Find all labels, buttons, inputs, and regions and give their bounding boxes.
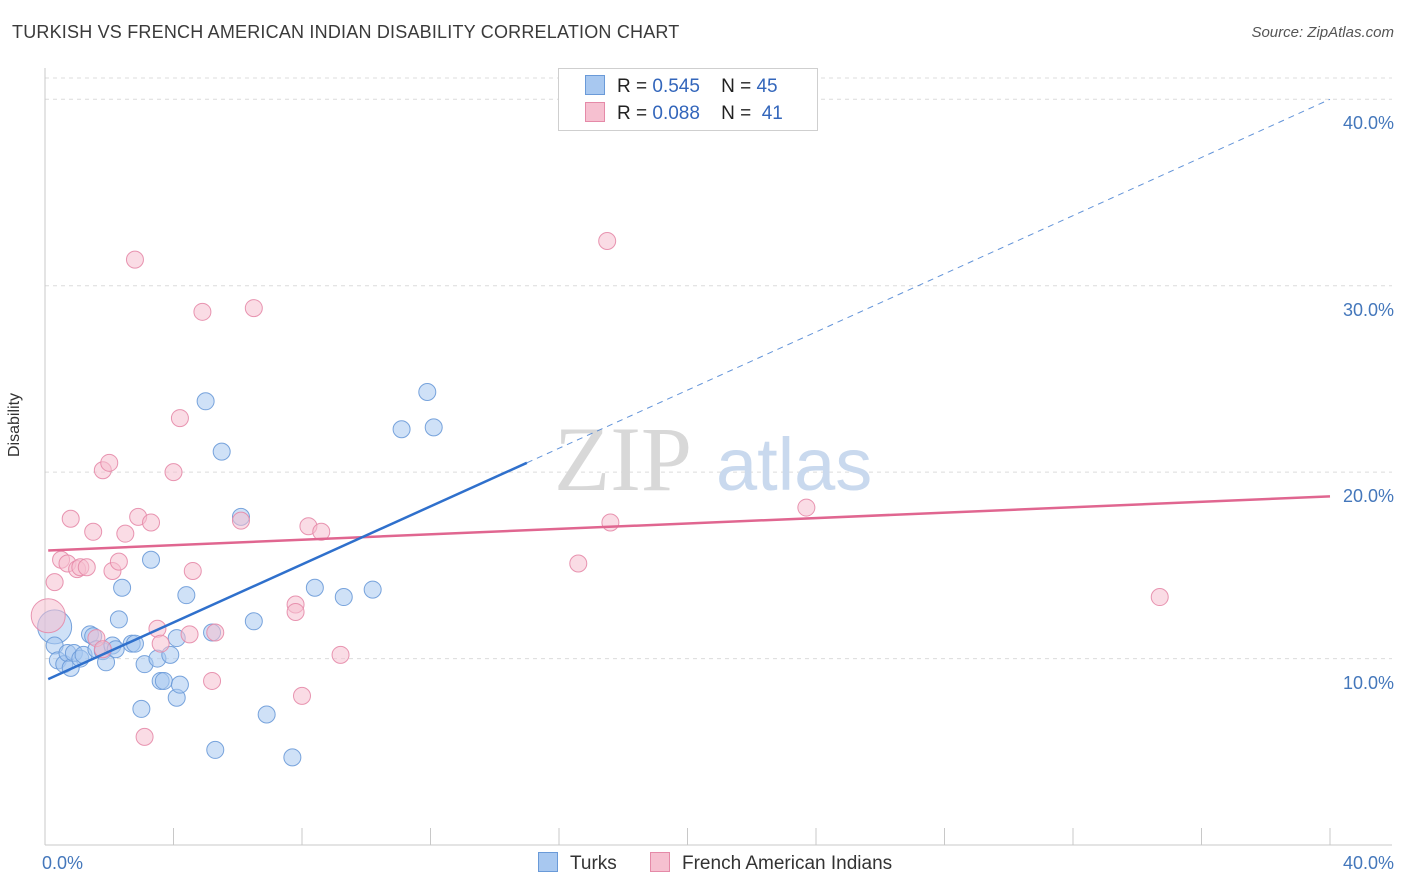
n-value-french: 41	[761, 103, 783, 124]
french-point	[45, 573, 64, 592]
french-point	[206, 623, 225, 642]
french-point	[125, 250, 144, 269]
y-tick-label: 20.0%	[1342, 486, 1394, 507]
turks-point	[283, 748, 302, 767]
turks-point	[196, 392, 215, 411]
turks-point	[424, 418, 443, 437]
turks-point	[142, 550, 161, 569]
watermark-atlas: atlas	[716, 423, 872, 506]
n-label: N =	[721, 76, 752, 97]
french-point	[331, 645, 350, 664]
french-point	[1150, 588, 1169, 607]
french-point	[180, 625, 199, 644]
french-point	[193, 302, 212, 321]
x-tick-label-max: 40.0%	[1342, 853, 1394, 873]
french-point	[164, 463, 183, 482]
chart-title: TURKISH VS FRENCH AMERICAN INDIAN DISABI…	[12, 22, 680, 42]
n-label: N =	[721, 103, 752, 124]
turks-point	[109, 610, 128, 629]
french-point	[109, 552, 128, 571]
turks-trend-extension	[526, 98, 1331, 464]
french-point	[116, 524, 135, 543]
french-point	[183, 561, 202, 580]
french-point	[84, 522, 103, 541]
french-point	[203, 671, 222, 690]
turks-point	[212, 442, 231, 461]
legend-item-turks: Turks	[538, 852, 617, 875]
turks-point	[363, 580, 382, 599]
french-point	[135, 727, 154, 746]
stats-legend: R = 0.545 N = 45 R = 0.088 N = 41	[558, 68, 818, 131]
french-point	[569, 554, 588, 573]
r-value-french: 0.088	[652, 103, 700, 124]
french-point	[598, 231, 617, 250]
french-point	[77, 558, 96, 577]
r-label: R =	[617, 76, 648, 97]
turks-point	[334, 588, 353, 607]
turks-point	[170, 675, 189, 694]
turks-point	[305, 578, 324, 597]
trend-lines	[47, 98, 1331, 681]
legend-swatch-french	[650, 852, 670, 872]
turks-point	[206, 740, 225, 759]
legend-label-french: French American Indians	[682, 853, 893, 874]
turks-point	[418, 382, 437, 401]
source-label: Source: ZipAtlas.com	[1251, 24, 1394, 41]
y-tick-label: 30.0%	[1342, 299, 1394, 320]
r-value-turks: 0.545	[652, 76, 700, 97]
watermark-zip: ZIP	[554, 408, 692, 510]
french-point	[601, 513, 620, 532]
french-point	[286, 602, 305, 621]
y-tick-label: 40.0%	[1342, 113, 1394, 134]
french-point	[244, 299, 263, 318]
turks-trend-line	[47, 461, 528, 681]
french-trend-line	[48, 495, 1331, 552]
french-point	[312, 522, 331, 541]
watermark: ZIP atlas	[554, 408, 872, 510]
french-point	[30, 598, 66, 634]
turks-point	[244, 612, 263, 631]
legend-item-french: French American Indians	[650, 852, 892, 875]
legend-swatch-turks	[538, 852, 558, 872]
french-point	[61, 509, 80, 528]
legend-swatch-turks	[585, 75, 605, 95]
data-points	[30, 231, 1169, 767]
french-point	[231, 511, 250, 530]
legend-row-turks: R = 0.545 N = 45	[585, 75, 778, 99]
french-point	[293, 686, 311, 705]
turks-point	[154, 671, 173, 690]
legend-row-french: R = 0.088 N = 41	[585, 102, 783, 126]
turks-point	[113, 578, 132, 597]
turks-point	[177, 586, 196, 605]
french-point	[797, 498, 816, 517]
french-point	[151, 634, 170, 653]
turks-point	[392, 420, 411, 439]
r-label: R =	[617, 103, 648, 124]
gridlines	[45, 77, 1392, 660]
french-point	[100, 453, 119, 472]
turks-point	[257, 705, 276, 724]
turks-point	[132, 699, 151, 718]
legend-swatch-french	[585, 102, 605, 122]
axes	[44, 68, 1392, 846]
legend-label-turks: Turks	[570, 853, 617, 874]
french-point	[142, 513, 161, 532]
x-tick-label-min: 0.0%	[42, 853, 84, 873]
y-tick-label: 10.0%	[1342, 672, 1394, 693]
french-point	[170, 409, 189, 428]
n-value-turks: 45	[756, 76, 778, 97]
